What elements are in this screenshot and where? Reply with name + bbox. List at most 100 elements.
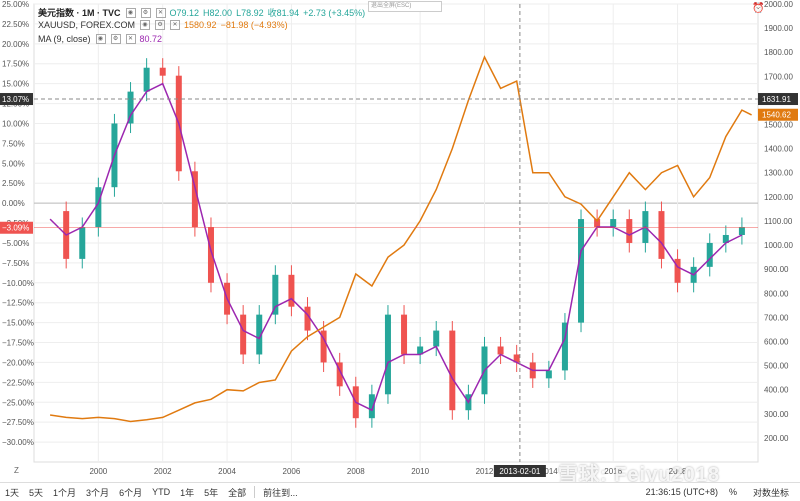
candle-body xyxy=(561,322,568,371)
left-tick-label: 2.50% xyxy=(2,179,25,188)
range-1d[interactable]: 1天 xyxy=(5,487,20,498)
left-tick-label: −17.50% xyxy=(2,339,34,348)
left-tick-label: −27.50% xyxy=(2,418,34,427)
candle-body xyxy=(143,67,150,92)
left-tick-label: 15.00% xyxy=(2,80,29,89)
right-tick-label: 800.00 xyxy=(764,289,789,298)
goto-date-button[interactable]: 前往到... xyxy=(263,487,298,498)
candle-body xyxy=(610,219,617,228)
left-tick-label: −7.50% xyxy=(2,259,29,268)
x-tick-label: 2006 xyxy=(283,467,301,476)
right-tick-label: 600.00 xyxy=(764,337,789,346)
candle-body xyxy=(256,314,263,355)
left-last-badge xyxy=(0,221,33,234)
candle-body xyxy=(449,330,456,411)
clock-readout[interactable]: 21:36:15 (UTC+8) xyxy=(645,487,718,497)
left-tick-label: 7.50% xyxy=(2,139,25,148)
x-tick-label: 2016 xyxy=(604,467,622,476)
settings-gear-icon[interactable]: ⚙ xyxy=(140,7,151,18)
candle-body xyxy=(674,258,681,283)
log-scale-button[interactable]: 对数坐标 xyxy=(752,487,789,498)
legend-gold-symbol[interactable]: XAUUSD, FOREX.COM xyxy=(38,20,136,30)
range-3m[interactable]: 3个月 xyxy=(86,487,110,498)
range-5d[interactable]: 5天 xyxy=(29,487,44,498)
candle-body xyxy=(384,314,391,395)
crosshair-right-label: 1631.91 xyxy=(762,95,791,104)
candle-body xyxy=(95,187,102,228)
ma-visibility-icon[interactable]: ◉ xyxy=(95,34,106,44)
candle-body xyxy=(433,330,440,347)
range-1y[interactable]: 1年 xyxy=(180,487,195,498)
candle-body xyxy=(578,219,585,323)
right-tick-label: 200.00 xyxy=(764,434,789,443)
legend-ma-value: 80.72 xyxy=(139,34,163,44)
right-tick-label: 1100.00 xyxy=(764,217,793,226)
right-tick-label: 500.00 xyxy=(764,362,789,371)
right-tick-label: 1800.00 xyxy=(764,48,793,57)
left-tick-label: 0.00% xyxy=(2,199,25,208)
zoom-label[interactable]: Z xyxy=(14,466,19,475)
left-tick-label: 22.50% xyxy=(2,20,29,29)
left-tick-label: 25.00% xyxy=(2,0,29,9)
range-5y[interactable]: 5年 xyxy=(204,487,219,498)
watermark: 雪球: Feiyu2018 xyxy=(558,464,720,486)
gold-settings-icon[interactable]: ⚙ xyxy=(155,20,166,30)
percent-scale-button[interactable]: % xyxy=(728,487,737,497)
candle-body xyxy=(706,242,713,267)
right-tick-label: 1500.00 xyxy=(764,121,793,130)
range-ytd[interactable]: YTD xyxy=(152,487,171,497)
range-1m[interactable]: 1个月 xyxy=(53,487,77,498)
legend-symbol[interactable]: 美元指数 · 1M · TVC xyxy=(38,8,121,18)
legend-low: L78.92 xyxy=(236,7,264,18)
left-tick-label: 17.50% xyxy=(2,60,29,69)
candle-body xyxy=(658,211,665,259)
x-tick-label: 2010 xyxy=(411,467,429,476)
legend-change: +2.73 (+3.45%) xyxy=(303,7,366,18)
ma-close-icon[interactable]: ✕ xyxy=(125,34,136,44)
candle-body xyxy=(401,314,408,355)
gold-last-badge xyxy=(758,108,798,121)
range-6m[interactable]: 6个月 xyxy=(119,487,143,498)
candle-body xyxy=(127,91,134,124)
chart-canvas[interactable]: 25.00%22.50%20.00%17.50%15.00%12.50%10.0… xyxy=(0,0,800,482)
right-tick-label: 700.00 xyxy=(764,313,789,322)
ma-settings-icon[interactable]: ⚙ xyxy=(110,34,121,44)
toolbar-divider xyxy=(254,486,256,498)
bottom-toolbar: 1天 5天 1个月 3个月 6个月 YTD 1年 5年 全部 前往到... 21… xyxy=(0,482,800,501)
candle-body xyxy=(722,234,729,243)
x-tick-label: 2000 xyxy=(89,467,107,476)
left-tick-label: −22.50% xyxy=(2,378,34,387)
candle-body xyxy=(320,330,327,363)
legend-gold-value: 1580.92 xyxy=(184,20,217,30)
candle-body xyxy=(594,219,601,228)
candle-body xyxy=(272,274,279,315)
toolbar-right: 21:36:15 (UTC+8) % 对数坐标 xyxy=(646,486,800,499)
candle-body xyxy=(207,227,214,283)
candle-body xyxy=(159,67,166,76)
legend-open: O79.12 xyxy=(169,7,200,18)
crosshair-right-badge xyxy=(758,93,798,106)
right-tick-label: 1900.00 xyxy=(764,24,793,33)
crosshair-date-badge xyxy=(493,465,546,477)
legend-main: 美元指数 · 1M · TVC ◉ ⚙ ✕ O79.12 H82.00 L78.… xyxy=(38,6,365,19)
alarm-clock-icon[interactable]: ⏰ xyxy=(752,3,765,14)
left-tick-label: 20.00% xyxy=(2,40,29,49)
range-all[interactable]: 全部 xyxy=(228,487,247,498)
legend-ma-label[interactable]: MA (9, close) xyxy=(38,34,91,44)
close-icon[interactable]: ✕ xyxy=(155,7,166,18)
gold-visibility-icon[interactable]: ◉ xyxy=(140,20,151,30)
gold-close-icon[interactable]: ✕ xyxy=(170,20,181,30)
candle-body xyxy=(738,227,745,235)
legend-ma: MA (9, close) ◉ ⚙ ✕ 80.72 xyxy=(38,34,162,44)
left-tick-label: 5.00% xyxy=(2,159,25,168)
left-tick-label: −5.00% xyxy=(2,239,29,248)
visibility-toggle-icon[interactable]: ◉ xyxy=(125,7,136,18)
candle-body xyxy=(417,346,424,355)
exit-fullscreen-hint[interactable]: 退出全屏(ESC) xyxy=(368,1,442,12)
left-tick-label: −20.00% xyxy=(2,358,34,367)
legend-gold-change: −81.98 (−4.93%) xyxy=(220,20,288,30)
crosshair-left-badge xyxy=(0,93,33,106)
left-tick-label: 10.00% xyxy=(2,119,29,128)
legend-high: H82.00 xyxy=(203,7,233,18)
crosshair-date-label: 2013-02-01 xyxy=(499,467,540,476)
